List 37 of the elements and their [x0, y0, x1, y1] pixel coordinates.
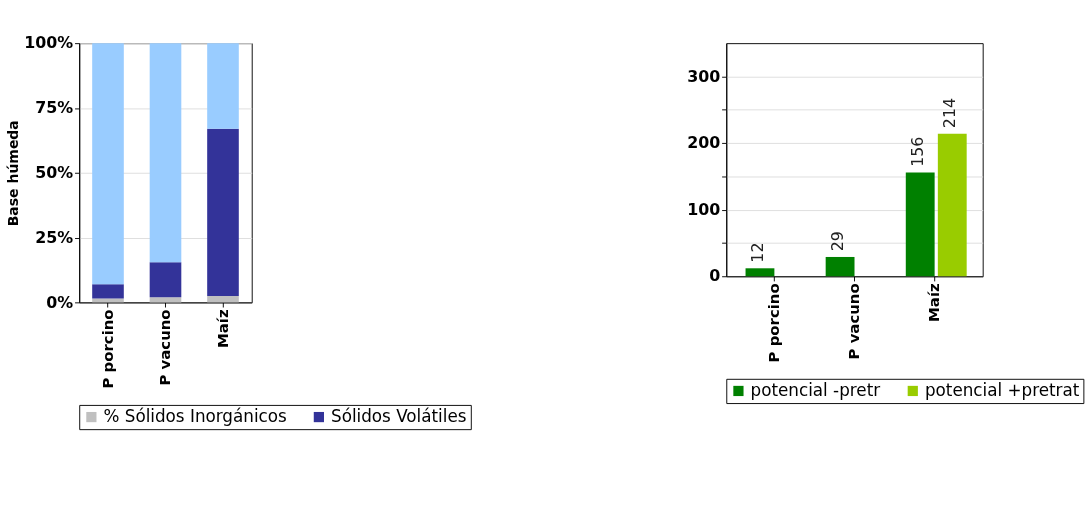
bar [825, 256, 855, 277]
y-tick-label: 100 [687, 199, 721, 219]
y-tick-label: 0% [46, 292, 74, 312]
bar [92, 298, 124, 303]
data-label: 214 [940, 97, 960, 129]
x-tick-label: Maíz [213, 309, 232, 349]
data-label: 12 [748, 242, 768, 263]
y-tick-label: 50% [35, 162, 74, 182]
x-tick-label: P porcino [98, 309, 117, 389]
bar [207, 43, 239, 129]
data-label: 29 [828, 231, 848, 252]
y-tick-label: 75% [35, 98, 74, 118]
legend-label: potencial +pretrat [924, 379, 1080, 400]
x-tick-label: P vacuno [845, 283, 864, 360]
bar [937, 133, 967, 277]
data-label: 156 [908, 136, 928, 167]
bar [149, 297, 182, 303]
y-tick-label: 0 [709, 266, 721, 286]
x-tick-label: P porcino [765, 283, 784, 363]
y-axis-title: Base húmeda [4, 120, 21, 227]
bar [92, 43, 124, 285]
y-tick-label: 300 [687, 66, 721, 86]
legend-label: % Sólidos Inorgánicos [103, 405, 287, 426]
legend-label: Sólidos Volátiles [330, 405, 467, 426]
bar [207, 295, 239, 303]
bar [149, 43, 182, 263]
x-tick-label: Maíz [925, 283, 944, 322]
bar [905, 172, 935, 277]
legend-label: potencial -pretr [750, 379, 881, 400]
y-tick-label: 100% [24, 33, 74, 53]
bar [92, 284, 124, 299]
bar [207, 128, 239, 296]
y-tick-label: 25% [35, 227, 74, 247]
y-tick-label: 200 [687, 133, 721, 153]
x-tick-label: P vacuno [156, 309, 175, 386]
bar [149, 262, 182, 298]
bar [745, 268, 775, 277]
